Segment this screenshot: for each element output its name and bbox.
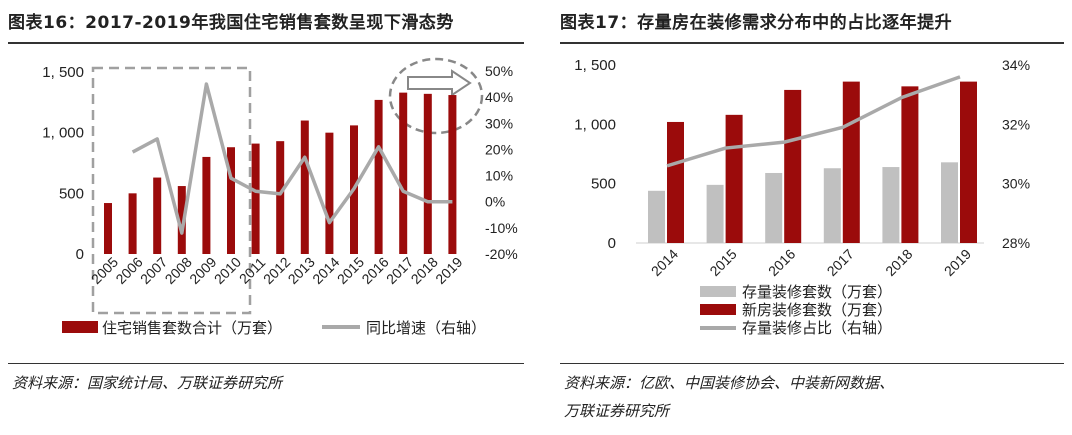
bar-new-2018 <box>901 86 919 243</box>
right-source-note-line2: 万联证券研究所 <box>564 402 670 420</box>
x-axis-tick-label: 2019 <box>941 246 974 279</box>
right-chart-title: 图表17：存量房在装修需求分布中的占比逐年提升 <box>560 13 953 33</box>
line-yoy-growth <box>131 82 453 235</box>
highlight-dashed-circle <box>388 57 484 135</box>
right-axis-tick-label: 32% <box>1002 116 1030 132</box>
bar-sales-2014 <box>325 132 334 254</box>
bar-existing-2017 <box>823 168 841 243</box>
legend-label-new: 新房装修套数（万套） <box>742 302 892 319</box>
bar-new-2015 <box>725 114 743 243</box>
left-title-rule <box>8 42 524 44</box>
left-axis-tick-label: 1, 000 <box>42 125 84 142</box>
right-axis-tick-label: 10% <box>485 168 513 184</box>
bar-sales-2017 <box>399 92 408 254</box>
bar-new-2014 <box>667 121 684 243</box>
bar-existing-2016 <box>765 172 783 243</box>
legend-swatch-bar <box>62 321 98 333</box>
x-axis-tick-label: 2017 <box>824 246 857 279</box>
left-axis-tick-label: 1, 000 <box>574 116 616 133</box>
legend-label-bar: 住宅销售套数合计（万套） <box>102 320 282 337</box>
right-axis-tick-label: 34% <box>1002 57 1030 73</box>
bar-new-2019 <box>960 81 977 243</box>
right-axis-tick-label: 0% <box>485 194 505 210</box>
bar-existing-2018 <box>882 167 900 243</box>
left-axis-tick-label: 0 <box>608 235 616 252</box>
bar-new-2016 <box>784 89 802 243</box>
right-axis-tick-label: 50% <box>485 63 513 79</box>
right-axis-tick-label: -20% <box>485 246 518 262</box>
right-axis-tick-label: 40% <box>485 89 513 105</box>
right-axis-tick-label: 30% <box>1002 176 1030 192</box>
bar-sales-2018 <box>423 93 432 254</box>
legend-label-existing: 存量装修套数（万套） <box>742 284 892 301</box>
x-axis-tick-label: 2014 <box>648 246 681 279</box>
left-chart-title: 图表16：2017-2019年我国住宅销售套数呈现下滑态势 <box>8 13 454 33</box>
left-axis-tick-label: 0 <box>76 246 84 263</box>
bar-sales-2008 <box>177 186 186 254</box>
right-axis-tick-label: 28% <box>1002 235 1030 251</box>
highlight-dashed-box <box>91 66 252 315</box>
legend-label-share: 存量装修占比（右轴） <box>742 320 892 337</box>
left-axis-tick-label: 500 <box>59 185 84 202</box>
left-axis-tick-label: 1, 500 <box>42 64 84 81</box>
bar-sales-2011 <box>251 143 260 254</box>
x-axis-tick-label: 2015 <box>706 246 739 279</box>
right-source-note-line1: 资料来源：亿欧、中国装修协会、中装新网数据、 <box>564 374 895 392</box>
x-axis-tick-label: 2016 <box>765 246 798 279</box>
right-title-rule <box>560 42 1064 44</box>
bar-sales-2016 <box>374 99 383 254</box>
right-source-rule <box>560 363 1064 364</box>
bar-new-2017 <box>842 81 860 243</box>
bar-sales-2007 <box>153 177 162 254</box>
left-source-note: 资料来源：国家统计局、万联证券研究所 <box>12 374 283 392</box>
line-existing-share <box>666 75 961 168</box>
bar-sales-2006 <box>128 193 137 254</box>
bar-existing-2015 <box>706 184 724 243</box>
bar-sales-2019 <box>448 95 457 254</box>
bar-sales-2013 <box>300 120 309 255</box>
bar-sales-2010 <box>227 147 235 254</box>
bar-existing-2019 <box>941 162 958 243</box>
legend-label-line: 同比增速（右轴） <box>366 320 486 337</box>
left-axis-tick-label: 500 <box>591 176 616 193</box>
trend-arrow-icon <box>407 69 472 97</box>
right-axis-tick-label: 30% <box>485 115 513 131</box>
right-axis-tick-label: 20% <box>485 141 513 157</box>
legend-swatch-existing <box>700 286 736 297</box>
x-axis-tick-label: 2018 <box>882 246 915 279</box>
left-axis-tick-label: 1, 500 <box>574 57 616 74</box>
left-source-rule <box>8 363 524 364</box>
legend-swatch-new <box>700 304 736 315</box>
bar-existing-2014 <box>648 190 665 243</box>
bar-sales-2005 <box>104 203 112 254</box>
bar-sales-2009 <box>202 156 211 254</box>
right-axis-tick-label: -10% <box>485 220 518 236</box>
bar-sales-2012 <box>276 141 285 254</box>
